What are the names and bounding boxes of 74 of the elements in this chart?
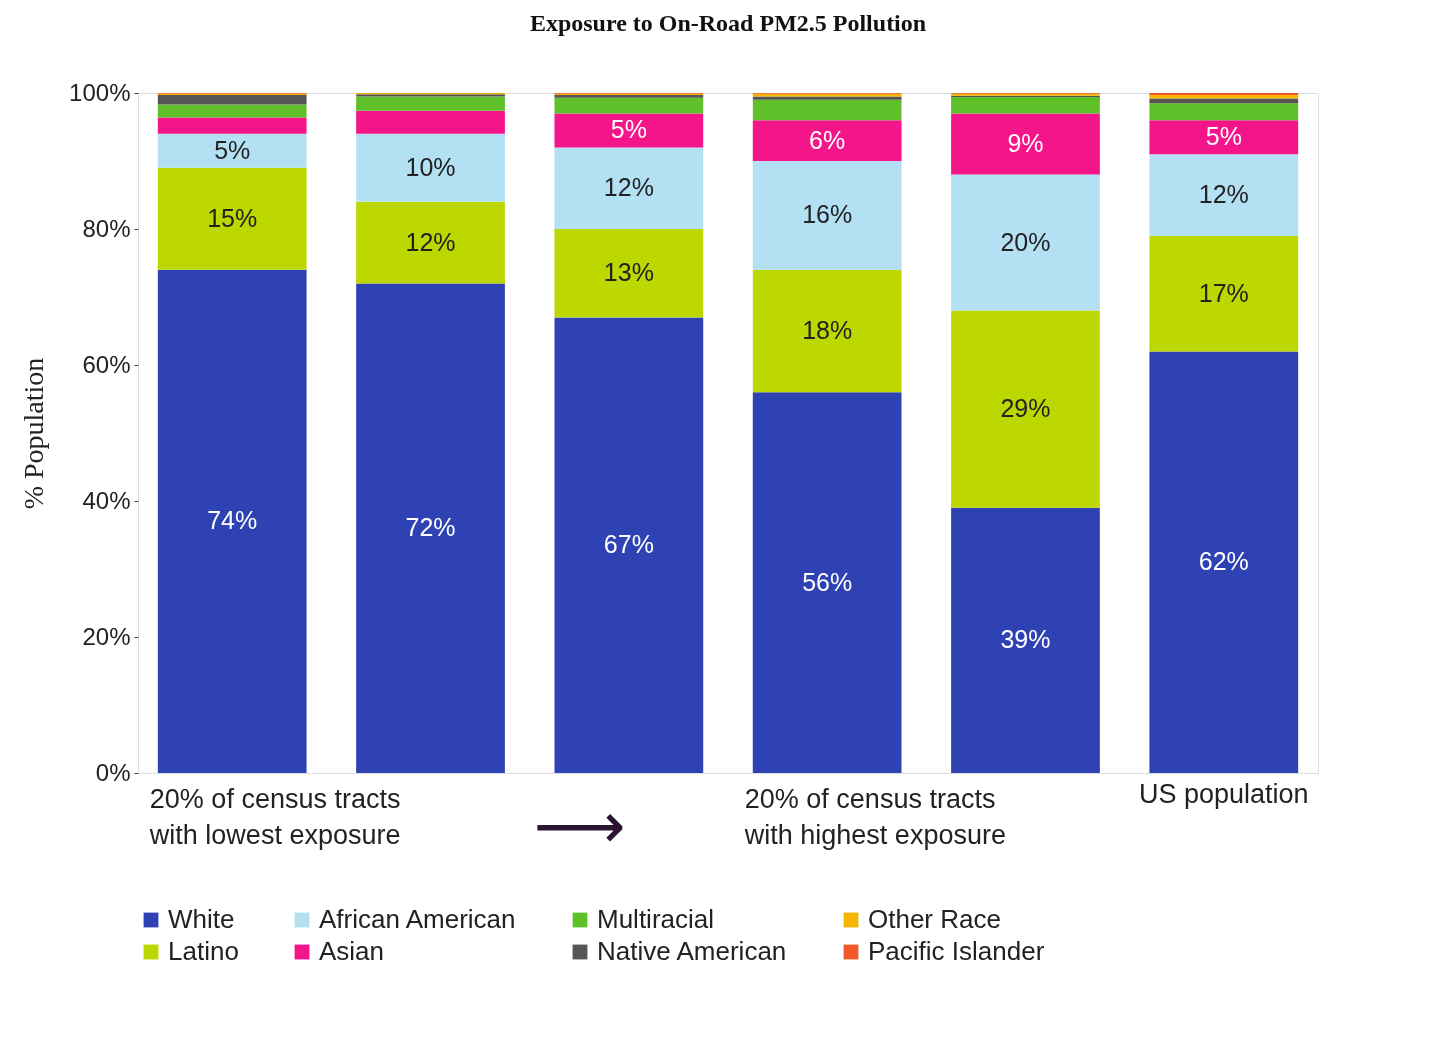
bar [951, 97, 1100, 114]
bar [356, 201, 505, 284]
data-label: 13% [603, 258, 654, 287]
bar [157, 133, 307, 168]
y-tick-label: 100% [69, 78, 131, 106]
y-tick-label: 20% [82, 622, 131, 650]
bar [951, 174, 1100, 311]
data-label: 74% [207, 506, 258, 535]
bar [554, 97, 704, 114]
legend-label: White [168, 904, 235, 934]
text: 20% of census tracts with highest exposure [743, 784, 1006, 850]
y-tick-label: 40% [82, 486, 131, 514]
data-label: 12% [603, 173, 654, 202]
bar [752, 392, 902, 773]
bar [157, 269, 307, 773]
data-label: 18% [802, 316, 853, 344]
bar [951, 507, 1100, 773]
text: 20% of census tracts with lowest exposure [148, 784, 401, 850]
bar [356, 96, 505, 111]
y-tick-label: 80% [82, 214, 131, 242]
bar [752, 269, 902, 393]
data-label: 5% [1205, 122, 1242, 151]
x-tick-label: US population [1138, 778, 1309, 809]
bar [1149, 235, 1299, 352]
data-label: 17% [1198, 278, 1249, 307]
y-tick-label: 60% [82, 350, 131, 378]
bar [554, 147, 704, 229]
bar [157, 104, 307, 118]
chart-title: Exposure to On-Road PM2.5 Pollution [529, 10, 927, 36]
bar [554, 317, 704, 773]
data-label: 29% [1000, 394, 1051, 423]
text: ⟶ [533, 789, 626, 863]
data-label: 10% [405, 152, 456, 181]
bar [951, 310, 1100, 508]
y-axis-title: % Population [18, 357, 50, 510]
legend-label: Asian [319, 936, 385, 966]
data-label: 67% [603, 530, 654, 559]
data-label: 5% [214, 135, 251, 164]
data-label: 12% [1198, 180, 1249, 208]
bar [752, 161, 902, 270]
legend-label: Latino [168, 936, 239, 966]
bar [157, 167, 307, 270]
bar [157, 117, 307, 134]
bar [157, 95, 307, 105]
bar [1149, 154, 1299, 236]
data-label: 5% [610, 115, 647, 144]
legend-label: African American [319, 904, 516, 934]
data-label: 62% [1198, 547, 1249, 576]
bar [752, 99, 902, 121]
y-tick-label: 0% [95, 758, 131, 786]
bar [356, 283, 505, 773]
bar [951, 113, 1100, 175]
data-label: 6% [809, 125, 846, 154]
bar [356, 110, 505, 134]
bar [1149, 120, 1299, 155]
data-label: 72% [405, 513, 456, 542]
data-label: 9% [1007, 129, 1044, 157]
data-label: 39% [1000, 625, 1051, 654]
legend-label: Multiracial [597, 904, 715, 934]
data-label: 15% [207, 203, 258, 232]
bar [554, 229, 704, 318]
data-label: 16% [802, 200, 853, 229]
bar [1149, 103, 1299, 121]
legend-label: Native American [597, 936, 787, 966]
legend-label: Other Race [868, 904, 1001, 934]
data-label: 12% [405, 227, 456, 256]
bar [554, 113, 704, 148]
legend-label: Pacific Islander [868, 936, 1045, 966]
bar [1149, 351, 1299, 773]
bar [752, 120, 902, 161]
bar [356, 133, 505, 202]
data-label: 20% [1000, 227, 1051, 256]
bar [1149, 98, 1299, 104]
data-label: 56% [802, 567, 853, 596]
